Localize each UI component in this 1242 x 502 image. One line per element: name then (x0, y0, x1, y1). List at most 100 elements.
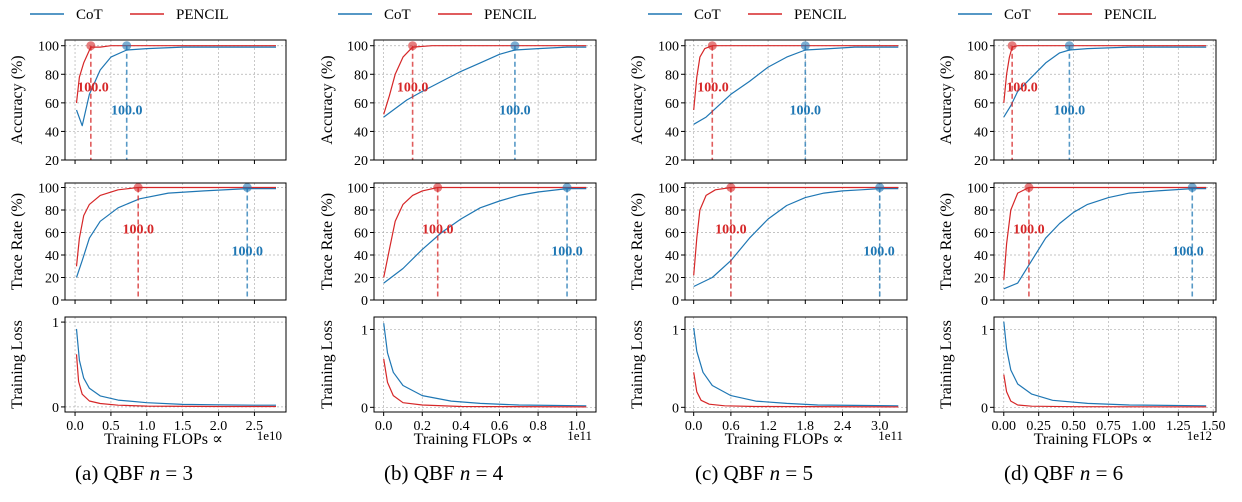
value-label-cot: 100.0 (1172, 245, 1204, 260)
loss-panel: 0 1 Training Loss 0.0 0.2 0.4 0.6 0.8 1.0 (319, 316, 597, 434)
caption-variable: n (460, 461, 471, 485)
axes-frame (373, 39, 597, 161)
series-line-cot (75, 328, 276, 406)
marker-cot (510, 41, 520, 51)
axes-frame (373, 182, 597, 301)
series-line-cot (693, 327, 899, 407)
caption-value: = 4 (470, 461, 503, 485)
ytick-label: 100 (38, 182, 59, 197)
value-label-pencil: 100.0 (77, 81, 109, 96)
marker-pencil (133, 183, 143, 192)
xtick-label: 0.4 (452, 419, 470, 434)
marker-cot (800, 41, 810, 51)
ytick-label: 100 (658, 182, 679, 197)
loss-panel: 0 1 Training Loss 0.0 0.6 1.2 1.8 2.4 3.0 (629, 316, 908, 434)
legend: CoT PENCIL (958, 7, 1157, 23)
xtick-label: 3.0 (871, 419, 889, 434)
value-label-cot: 100.0 (111, 103, 143, 118)
trace-panel: 100.0 100.0 0 20 40 60 80 100 Trace Rate (%) (319, 182, 597, 309)
ytick-label: 1 (672, 323, 679, 338)
ytick-label: 0 (981, 401, 988, 416)
ytick-label: 60 (974, 227, 988, 242)
y-axis-title: Training Loss (629, 320, 646, 409)
ytick-label: 40 (665, 249, 679, 264)
xtick-label: 1.50 (1201, 419, 1226, 434)
loss-panel: 0 1 Training Loss 0.00 0.25 0.50 0.75 1.00 1.25 1… (938, 316, 1226, 434)
marker-cot (1187, 183, 1197, 192)
xtick-label: 0.0 (66, 419, 84, 434)
xtick-label: 0.25 (1026, 419, 1051, 434)
marker-pencil (86, 41, 96, 51)
series-line-cot (693, 188, 899, 288)
ytick-label: 100 (658, 40, 679, 55)
ytick-label: 60 (45, 97, 59, 112)
series-line-cot (1003, 321, 1207, 407)
xtick-label: 1.0 (568, 419, 586, 434)
series-line-cot (1003, 46, 1207, 118)
marker-pencil (1024, 183, 1034, 192)
ytick-label: 100 (347, 182, 368, 197)
xtick-label: 2.0 (210, 419, 228, 434)
ytick-label: 80 (665, 68, 679, 83)
marker-cot (242, 183, 252, 192)
y-axis-title: Training Loss (938, 320, 955, 409)
value-label-pencil: 100.0 (422, 222, 454, 237)
y-axis-title: Training Loss (9, 320, 26, 409)
y-axis-title: Accuracy (%) (629, 55, 646, 144)
xtick-label: 1.5 (174, 419, 192, 434)
ytick-label: 40 (354, 249, 368, 264)
ytick-label: 100 (967, 40, 988, 55)
legend-label-pencil: PENCIL (794, 7, 847, 23)
axes-frame (993, 316, 1217, 413)
ytick-label: 100 (38, 40, 59, 55)
marker-pencil (408, 41, 418, 51)
ytick-label: 80 (354, 68, 368, 83)
xtick-label: 1.0 (138, 419, 156, 434)
marker-pencil (726, 183, 736, 192)
ytick-label: 60 (354, 97, 368, 112)
axes-frame (373, 316, 597, 413)
marker-cot (122, 41, 132, 51)
series-line-cot (383, 46, 587, 118)
x-axis-multiplier: 1e11 (567, 428, 592, 443)
y-axis-title: Trace Rate (%) (319, 193, 336, 290)
trace-panel: 100.0 100.0 0 20 40 60 80 100 Trace Rate (%) (938, 182, 1217, 309)
x-axis-title: Training FLOPs ∝ (1034, 431, 1153, 448)
axes-frame (993, 182, 1217, 301)
ytick-label: 100 (967, 182, 988, 197)
y-axis-title: Accuracy (%) (9, 55, 26, 144)
ytick-label: 40 (45, 249, 59, 264)
series-line-pencil (693, 186, 899, 276)
value-label-cot: 100.0 (863, 245, 895, 260)
ytick-label: 60 (974, 97, 988, 112)
y-axis-title: Trace Rate (%) (9, 193, 26, 290)
ytick-label: 0 (52, 294, 59, 309)
ytick-label: 0 (52, 401, 59, 416)
marker-cot (562, 183, 572, 192)
ytick-label: 0 (361, 401, 368, 416)
xtick-label: 1.2 (759, 419, 777, 434)
caption-value: = 5 (780, 461, 813, 485)
marker-pencil (433, 183, 443, 192)
ytick-label: 80 (665, 204, 679, 219)
accuracy-panel: 100.0 100.0 20 40 60 80 100 Accuracy (%) (938, 39, 1217, 169)
ytick-label: 20 (665, 154, 679, 169)
ytick-label: 1 (361, 323, 368, 338)
ytick-label: 20 (974, 154, 988, 169)
ytick-label: 80 (45, 204, 59, 219)
xtick-label: 0.75 (1096, 419, 1121, 434)
series-line-cot (75, 188, 276, 278)
value-label-cot: 100.0 (790, 103, 822, 118)
caption-prefix: (c) QBF (695, 461, 770, 485)
series-line-pencil (75, 354, 276, 408)
y-axis-title: Accuracy (%) (319, 55, 336, 144)
caption-prefix: (a) QBF (75, 461, 150, 485)
x-axis-multiplier: 1e10 (257, 428, 282, 443)
x-axis-title: Training FLOPs ∝ (104, 431, 223, 448)
caption-prefix: (d) QBF (1004, 461, 1080, 485)
xtick-label: 0.6 (722, 419, 740, 434)
ytick-label: 20 (354, 272, 368, 287)
